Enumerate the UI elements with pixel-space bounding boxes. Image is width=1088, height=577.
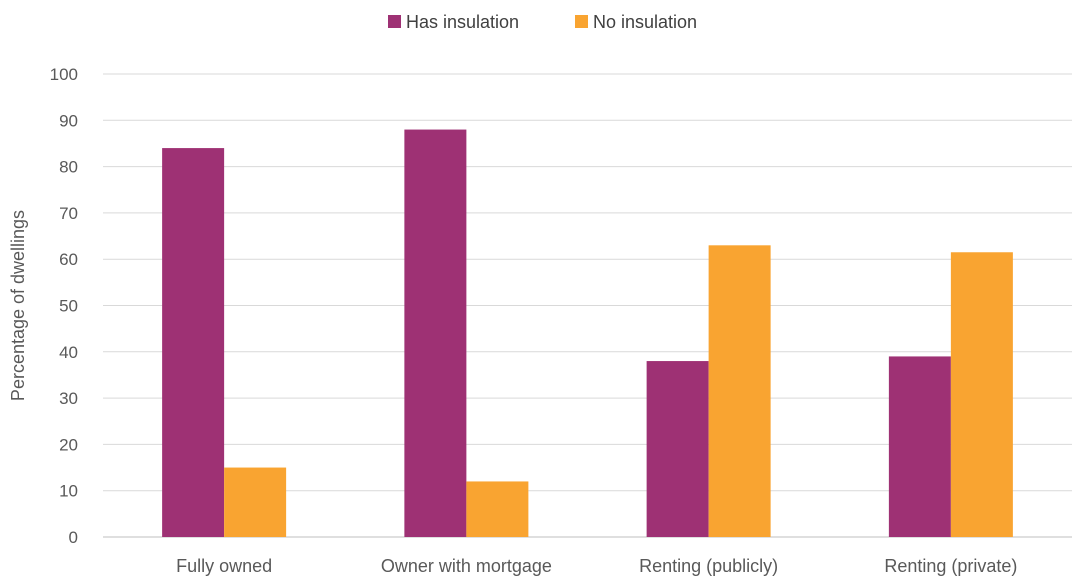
y-tick-label: 80 bbox=[59, 158, 78, 177]
y-tick-label: 60 bbox=[59, 250, 78, 269]
y-tick-label: 30 bbox=[59, 389, 78, 408]
x-category-label: Renting (publicly) bbox=[639, 556, 778, 576]
x-category-label: Owner with mortgage bbox=[381, 556, 552, 576]
bar-no-insulation bbox=[466, 481, 529, 537]
legend-swatch bbox=[575, 15, 588, 28]
y-tick-label: 20 bbox=[59, 435, 78, 454]
y-tick-label: 10 bbox=[59, 482, 78, 501]
bar-no-insulation bbox=[224, 467, 287, 537]
bar-has-insulation bbox=[646, 361, 709, 537]
y-tick-label: 40 bbox=[59, 343, 78, 362]
bar-no-insulation bbox=[950, 252, 1013, 537]
bars bbox=[162, 129, 1013, 537]
x-category-label: Renting (private) bbox=[884, 556, 1017, 576]
bar-has-insulation bbox=[888, 356, 951, 537]
y-tick-label: 50 bbox=[59, 297, 78, 316]
y-tick-label: 90 bbox=[59, 111, 78, 130]
legend-label: No insulation bbox=[593, 12, 697, 32]
bar-has-insulation bbox=[404, 129, 467, 537]
legend: Has insulation No insulation bbox=[388, 12, 697, 32]
bar-has-insulation bbox=[162, 148, 225, 537]
legend-label: Has insulation bbox=[406, 12, 519, 32]
bar-no-insulation bbox=[708, 245, 771, 537]
y-tick-label: 100 bbox=[50, 65, 78, 84]
y-axis-ticks: 0 10 20 30 40 50 60 70 80 90 100 bbox=[50, 65, 78, 547]
y-tick-label: 0 bbox=[69, 528, 78, 547]
y-tick-label: 70 bbox=[59, 204, 78, 223]
legend-swatch bbox=[388, 15, 401, 28]
y-axis-label: Percentage of dwellings bbox=[8, 210, 28, 401]
x-category-label: Fully owned bbox=[176, 556, 272, 576]
x-axis-categories: Fully owned Owner with mortgage Renting (p… bbox=[176, 556, 1017, 576]
